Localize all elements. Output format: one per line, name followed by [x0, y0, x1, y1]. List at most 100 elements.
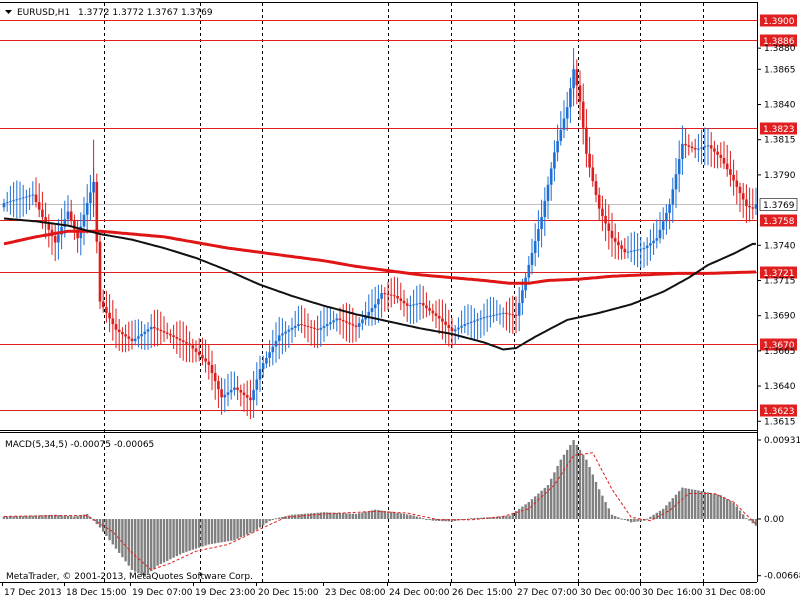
candle-body: [316, 328, 319, 330]
macd-histogram-bar: [326, 512, 329, 519]
macd-histogram-bar: [354, 513, 358, 519]
candle-body: [591, 167, 595, 182]
macd-panel: [2, 440, 758, 577]
candle-body: [473, 320, 476, 322]
candle-body: [172, 335, 175, 338]
macd-histogram-bar: [41, 515, 44, 519]
candle-body: [149, 326, 153, 330]
macd-histogram-bar: [351, 513, 354, 519]
macd-histogram-bar: [140, 519, 143, 576]
macd-histogram-bar: [342, 513, 345, 519]
macd-histogram-bar: [399, 513, 402, 519]
macd-histogram-bar: [34, 515, 38, 519]
candle-body: [73, 220, 76, 230]
macd-histogram-bar: [418, 517, 422, 519]
candle-body: [642, 248, 646, 250]
candle-body: [418, 302, 422, 304]
candle-body: [204, 358, 207, 362]
candle-body: [639, 248, 643, 250]
macd-histogram-bar: [338, 513, 342, 519]
macd-histogram-bar: [674, 494, 678, 519]
candle-body: [716, 151, 719, 155]
horizontal-levels[interactable]: 1.39001.38861.38231.37581.37211.36701.36…: [0, 14, 797, 418]
macd-histogram-bar: [518, 508, 521, 519]
time-tick-label: 19 Dec 07:00: [132, 588, 193, 598]
candle-body: [549, 168, 553, 185]
macd-histogram-bar: [239, 519, 242, 538]
macd-histogram-bar: [50, 514, 54, 519]
macd-histogram-bar: [178, 519, 182, 555]
candle-body: [25, 196, 28, 198]
vertical-grid: [104, 3, 704, 582]
macd-histogram-bar: [9, 516, 12, 519]
level-label-box: [760, 404, 797, 417]
dropdown-triangle-icon[interactable]: [5, 10, 12, 14]
price-tick-label: 1.3840: [764, 100, 796, 110]
macd-histogram-bar: [754, 519, 758, 526]
candle-body: [527, 264, 531, 278]
candle-body: [684, 143, 687, 146]
macd-histogram-bar: [172, 519, 175, 558]
macd-histogram-bar: [591, 474, 594, 519]
macd-histogram-bar: [495, 516, 498, 519]
macd-histogram-bar: [44, 515, 47, 519]
candle-body: [543, 200, 547, 218]
candle-body: [82, 214, 86, 227]
macd-histogram-bar: [700, 490, 703, 519]
macd-histogram-bar: [79, 515, 82, 519]
price-tick-label: 1.3690: [764, 312, 796, 322]
candle-body: [489, 315, 492, 317]
macd-histogram-bar: [454, 519, 457, 521]
macd-histogram-bar: [220, 519, 223, 543]
candle-body: [597, 194, 601, 209]
candle-body: [655, 238, 659, 241]
price-tick-label: 1.3640: [764, 382, 796, 392]
macd-histogram-bar: [658, 510, 662, 519]
candle-body: [405, 303, 409, 306]
macd-histogram-bar: [534, 496, 537, 519]
macd-histogram-bar: [620, 518, 623, 520]
macd-histogram-bar: [73, 516, 76, 519]
candle-body: [482, 317, 486, 319]
level-label-box: [760, 14, 797, 27]
macd-histogram-bar: [646, 518, 649, 520]
macd-histogram-bar: [383, 510, 386, 519]
candle-body: [325, 324, 329, 326]
candle-body: [258, 369, 262, 380]
candle-body: [735, 180, 739, 187]
candle-body: [501, 312, 505, 314]
candle-body: [89, 192, 92, 204]
candle-body: [553, 152, 556, 169]
candle-body: [620, 245, 623, 249]
price-tick-label: 1.3665: [764, 347, 796, 357]
macd-histogram-bar: [364, 511, 367, 519]
macd-histogram-bar: [57, 515, 60, 519]
macd-histogram-bar: [722, 497, 726, 519]
candle-body: [15, 199, 19, 201]
macd-histogram-bar: [492, 517, 495, 519]
macd-histogram-bar: [543, 487, 546, 519]
macd-histogram-bar: [431, 519, 434, 521]
candle-body: [706, 145, 710, 147]
macd-histogram-bar: [511, 513, 514, 519]
macd-histogram-bar: [434, 519, 438, 521]
candle-body: [348, 322, 351, 325]
candle-body: [300, 324, 303, 326]
macd-histogram-bar: [428, 519, 431, 520]
candle-body: [229, 389, 233, 393]
level-label-box: [760, 338, 797, 351]
macd-histogram-bar: [508, 515, 511, 519]
candle-body: [722, 157, 726, 164]
candle-body: [354, 325, 358, 327]
candle-body: [34, 194, 38, 203]
candle-body: [322, 325, 326, 328]
macd-histogram-bar: [566, 449, 569, 519]
macd-histogram-bar: [210, 519, 214, 544]
level-label-box: [760, 266, 797, 279]
candle-body: [290, 327, 294, 330]
macd-histogram-bar: [63, 515, 66, 519]
macd-histogram-bar: [562, 454, 566, 519]
time-tick-label: 20 Dec 15:00: [258, 588, 319, 598]
candle-body: [748, 205, 751, 208]
